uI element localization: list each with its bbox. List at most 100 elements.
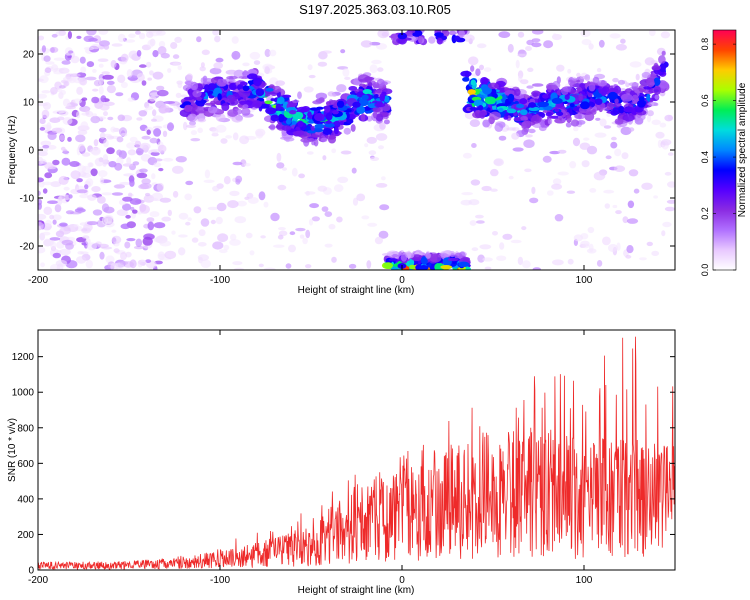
- spectrogram-cell: [308, 218, 314, 226]
- colorbar-tick-label: 0.6: [700, 94, 710, 107]
- spectrogram-cell: [61, 239, 74, 246]
- spectrogram-cell: [477, 105, 484, 111]
- spectrogram-cell: [197, 127, 203, 134]
- spectrogram-cell: [305, 264, 312, 269]
- spectrogram-cell: [41, 109, 50, 119]
- spectrogram-cell: [578, 93, 583, 102]
- spectrogram-cell: [103, 139, 109, 148]
- spectrogram-cell: [374, 89, 382, 96]
- spectrogram-cell: [479, 110, 486, 119]
- spectrogram-cell: [336, 84, 347, 93]
- spectrogram-cell: [429, 253, 442, 263]
- spectrogram-cell: [417, 35, 423, 44]
- spectrogram-cell: [44, 162, 54, 170]
- spectrogram-cell: [215, 113, 226, 122]
- spectrogram-cell: [664, 114, 673, 122]
- spectrogram-cell: [379, 93, 386, 102]
- spectrogram-cell: [602, 236, 611, 246]
- spectrogram-cell: [313, 128, 324, 133]
- spectrogram-cell: [633, 188, 640, 194]
- spectrogram-cell: [598, 86, 603, 94]
- spectrogram-cell: [461, 192, 474, 196]
- y-tick-label: 20: [23, 50, 35, 61]
- spectrogram-cell: [580, 76, 589, 80]
- colorbar-tick-label: 0.4: [700, 151, 710, 164]
- spectrogram-cell: [98, 86, 104, 95]
- spectrogram-cell: [308, 134, 320, 138]
- spectrogram-cell: [351, 167, 357, 174]
- spectrogram-cell: [247, 197, 259, 204]
- x-tick-label: -200: [28, 575, 48, 586]
- spectrogram-cell: [390, 33, 396, 41]
- spectrogram-cell: [79, 194, 89, 199]
- spectrogram-cell: [99, 127, 107, 133]
- spectrogram-cell: [244, 163, 251, 167]
- spectrogram-cell: [308, 74, 316, 79]
- spectrogram-cell: [612, 77, 619, 83]
- spectrogram-cell: [76, 189, 88, 194]
- spectrogram-cell: [634, 113, 646, 121]
- spectrogram-cell: [580, 240, 590, 247]
- spectrogram-cell: [542, 94, 549, 99]
- spectrogram-cell: [107, 116, 114, 121]
- spectrogram-cell: [264, 48, 271, 58]
- y-tick-label: 1000: [12, 388, 35, 399]
- spectrogram-cell: [564, 94, 570, 100]
- spectrogram-cell: [127, 97, 135, 102]
- spectrogram-cell: [38, 35, 45, 41]
- spectrogram-cell: [196, 36, 202, 43]
- spectrogram-cell: [124, 241, 131, 249]
- spectrogram-cell: [212, 241, 224, 250]
- spectrogram-cell: [136, 172, 148, 179]
- spectrogram-cell: [369, 64, 378, 73]
- spectrogram-cell: [139, 142, 151, 150]
- spectrogram-cell: [588, 82, 596, 92]
- spectrogram-cell: [245, 232, 253, 239]
- spectrogram-cell: [305, 229, 311, 239]
- spectrogram-cell: [301, 106, 311, 113]
- spectrogram-cell: [307, 130, 316, 134]
- spectrogram-cell: [42, 181, 53, 186]
- spectrogram-cell: [242, 104, 249, 109]
- y-tick-label: 200: [17, 530, 34, 541]
- spectrogram-cell: [234, 216, 247, 224]
- spectrogram-cell: [158, 253, 167, 258]
- spectrogram-cell: [73, 224, 79, 228]
- spectrogram-cell: [47, 132, 57, 140]
- spectrogram-cell: [315, 106, 324, 110]
- spectrogram-cell: [639, 257, 647, 261]
- spectrogram-cell: [321, 50, 332, 54]
- spectrogram-cell: [333, 120, 341, 128]
- spectrogram-cell: [77, 129, 88, 135]
- spectrogram-cell: [614, 118, 624, 125]
- spectrogram-cell: [526, 85, 534, 89]
- spectrogram-cell: [192, 104, 198, 111]
- spectrogram-cell: [315, 92, 328, 100]
- spectrogram-cell: [196, 96, 202, 101]
- spectrogram-cell: [110, 126, 116, 133]
- spectrogram-cell: [483, 67, 492, 72]
- spectrogram-cell: [102, 154, 109, 163]
- spectrogram-cell: [242, 62, 250, 67]
- spectrogram-cell: [99, 132, 106, 140]
- spectrogram-cell: [583, 137, 590, 141]
- spectrogram-cell: [549, 150, 561, 155]
- spectrogram-cell: [147, 39, 154, 49]
- spectrogram-cell: [620, 126, 632, 136]
- spectrogram-cell: [59, 134, 65, 141]
- spectrogram-cell: [212, 128, 219, 136]
- spectrogram-cell: [113, 184, 126, 189]
- spectrogram-cell: [644, 57, 655, 66]
- spectrogram-cell: [86, 61, 95, 68]
- spectrogram-cell: [525, 134, 533, 138]
- spectrogram-cell: [61, 157, 71, 166]
- spectrogram-cell: [46, 144, 57, 150]
- spectrogram-cell: [156, 85, 165, 91]
- spectrogram-cell: [126, 69, 133, 78]
- spectrogram-cell: [331, 256, 337, 263]
- spectrogram-cell: [167, 68, 172, 73]
- spectrogram-cell: [159, 105, 171, 114]
- spectrogram-cell: [43, 206, 53, 215]
- spectrogram-cell: [309, 203, 319, 209]
